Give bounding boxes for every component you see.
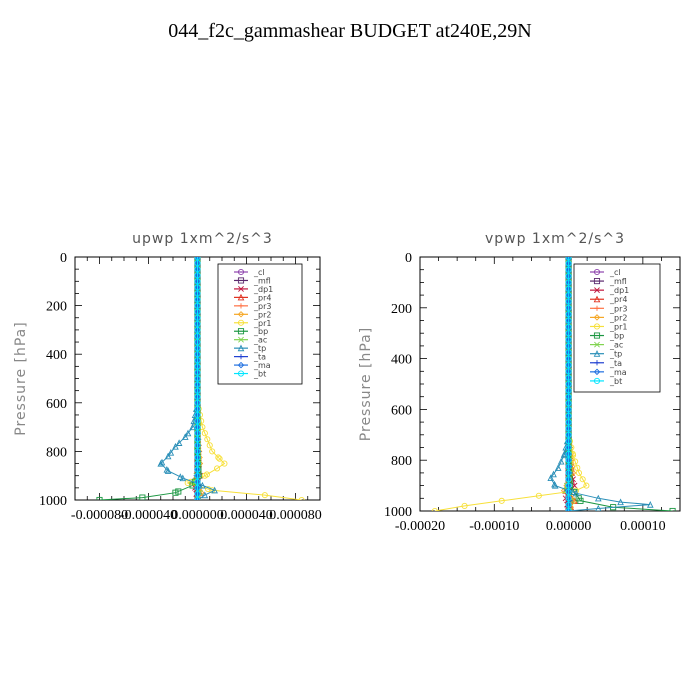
panel-title: upwp 1xm^2/s^3 [132, 231, 273, 247]
x-tick-label: -0.000040 [120, 508, 177, 523]
legend-label: _pr4 [609, 295, 627, 304]
figure-title: 044_f2c_gammashear BUDGET at240E,29N [168, 20, 532, 42]
y-tick-label: 0 [60, 251, 67, 266]
legend-label: _bp [253, 327, 268, 336]
legend-label: _tp [253, 344, 266, 353]
legend-label: _pr1 [253, 319, 271, 328]
legend-label: _ac [253, 336, 267, 345]
legend-label: _pr2 [609, 313, 627, 322]
series-markers-bt [194, 257, 201, 500]
legend-label: _mfl [253, 276, 271, 285]
legend-label: _ta [253, 353, 266, 362]
series-line-tp [160, 257, 216, 500]
series-line-bp [99, 257, 200, 500]
legend-label: _bt [609, 377, 622, 386]
y-tick-label: 200 [46, 300, 67, 315]
legend-label: _ma [609, 368, 627, 377]
y-tick-label: 200 [391, 302, 412, 317]
x-tick-label: -0.000080 [71, 508, 128, 523]
legend-label: _ta [609, 359, 622, 368]
legend-label: _dp1 [609, 286, 629, 295]
legend-label: _pr2 [253, 310, 271, 319]
legend-label: _pr3 [253, 302, 271, 311]
y-tick-label: 0 [405, 251, 412, 266]
series-line-pr1 [434, 257, 588, 511]
legend-label: _pr1 [609, 322, 627, 331]
legend-label: _tp [609, 350, 622, 359]
legend-label: _pr4 [253, 293, 271, 302]
x-tick-label: -0.00020 [395, 519, 445, 534]
series-markers-bp [96, 257, 202, 500]
legend-label: _cl [609, 268, 621, 277]
panel-title: vpwp 1xm^2/s^3 [485, 231, 625, 247]
y-tick-label: 800 [46, 445, 67, 460]
x-tick-label: 0.00010 [620, 519, 666, 534]
x-tick-label: 0.00000 [546, 519, 592, 534]
y-tick-label: 800 [391, 454, 412, 469]
x-tick-label: 0.000080 [269, 508, 322, 523]
x-tick-label: 0.000040 [220, 508, 273, 523]
series-markers-tp [157, 257, 218, 500]
y-tick-label: 1000 [39, 494, 67, 509]
legend-label: _ac [609, 341, 623, 350]
series-line-pr1 [186, 257, 302, 500]
x-tick-label: 0.000000 [171, 508, 224, 523]
y-axis-label: Pressure [hPa] [358, 327, 374, 441]
legend: _cl_mfl_dp1_pr4_pr3_pr2_pr1_bp_ac_tp_ta_… [217, 263, 303, 385]
legend-label: _cl [253, 268, 265, 277]
chart-panel-1: upwp 1xm^2/s^3 Pressure [hPa] 0 200 400 600 80… [13, 231, 322, 523]
legend-label: _bp [609, 332, 624, 341]
y-tick-label: 400 [391, 353, 412, 368]
y-axis-label: Pressure [hPa] [13, 321, 29, 435]
legend-label: _ma [253, 361, 271, 370]
legend: _cl_mfl_dp1_pr4_pr3_pr2_pr1_bp_ac_tp_ta_… [573, 263, 661, 393]
x-tick-label: -0.00010 [469, 519, 519, 534]
chart-panel-2: vpwp 1xm^2/s^3 Pressure [hPa] 0 200 400 600 80… [358, 231, 681, 534]
legend-label: _mfl [609, 277, 627, 286]
legend-label: _dp1 [253, 285, 273, 294]
series-markers-bt [565, 257, 572, 511]
legend-label: _pr3 [609, 304, 627, 313]
y-tick-label: 1000 [384, 505, 412, 520]
legend-label: _bt [253, 370, 266, 379]
y-tick-label: 400 [46, 348, 67, 363]
y-tick-label: 600 [46, 397, 67, 412]
y-tick-label: 600 [391, 403, 412, 418]
